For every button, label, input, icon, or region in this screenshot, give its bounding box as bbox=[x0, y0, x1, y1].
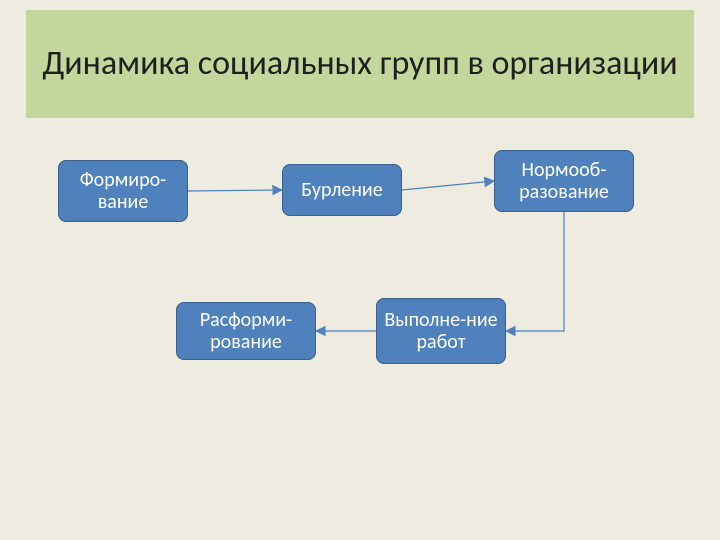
flowchart-node-label: Выполне-ние работ bbox=[383, 309, 499, 353]
flowchart-node-label: Нормооб-разование bbox=[501, 159, 627, 203]
flowchart-node: Нормооб-разование bbox=[494, 150, 634, 212]
slide-title-text: Динамика социальных групп в организации bbox=[42, 44, 677, 83]
flowchart-edge bbox=[402, 181, 494, 190]
flowchart-node: Бурление bbox=[282, 164, 402, 216]
flowchart-node: Формиро-вание bbox=[58, 160, 188, 222]
flowchart-node: Выполне-ние работ bbox=[376, 298, 506, 364]
flowchart-edge bbox=[506, 212, 564, 331]
flowchart-node-label: Бурление bbox=[301, 179, 382, 201]
flowchart-node-label: Расформи-рование bbox=[183, 309, 309, 353]
flowchart-edge bbox=[188, 190, 282, 191]
flowchart-node: Расформи-рование bbox=[176, 302, 316, 360]
slide: Динамика социальных групп в организации … bbox=[0, 0, 720, 540]
slide-title: Динамика социальных групп в организации bbox=[26, 10, 694, 118]
flowchart-node-label: Формиро-вание bbox=[65, 169, 181, 213]
